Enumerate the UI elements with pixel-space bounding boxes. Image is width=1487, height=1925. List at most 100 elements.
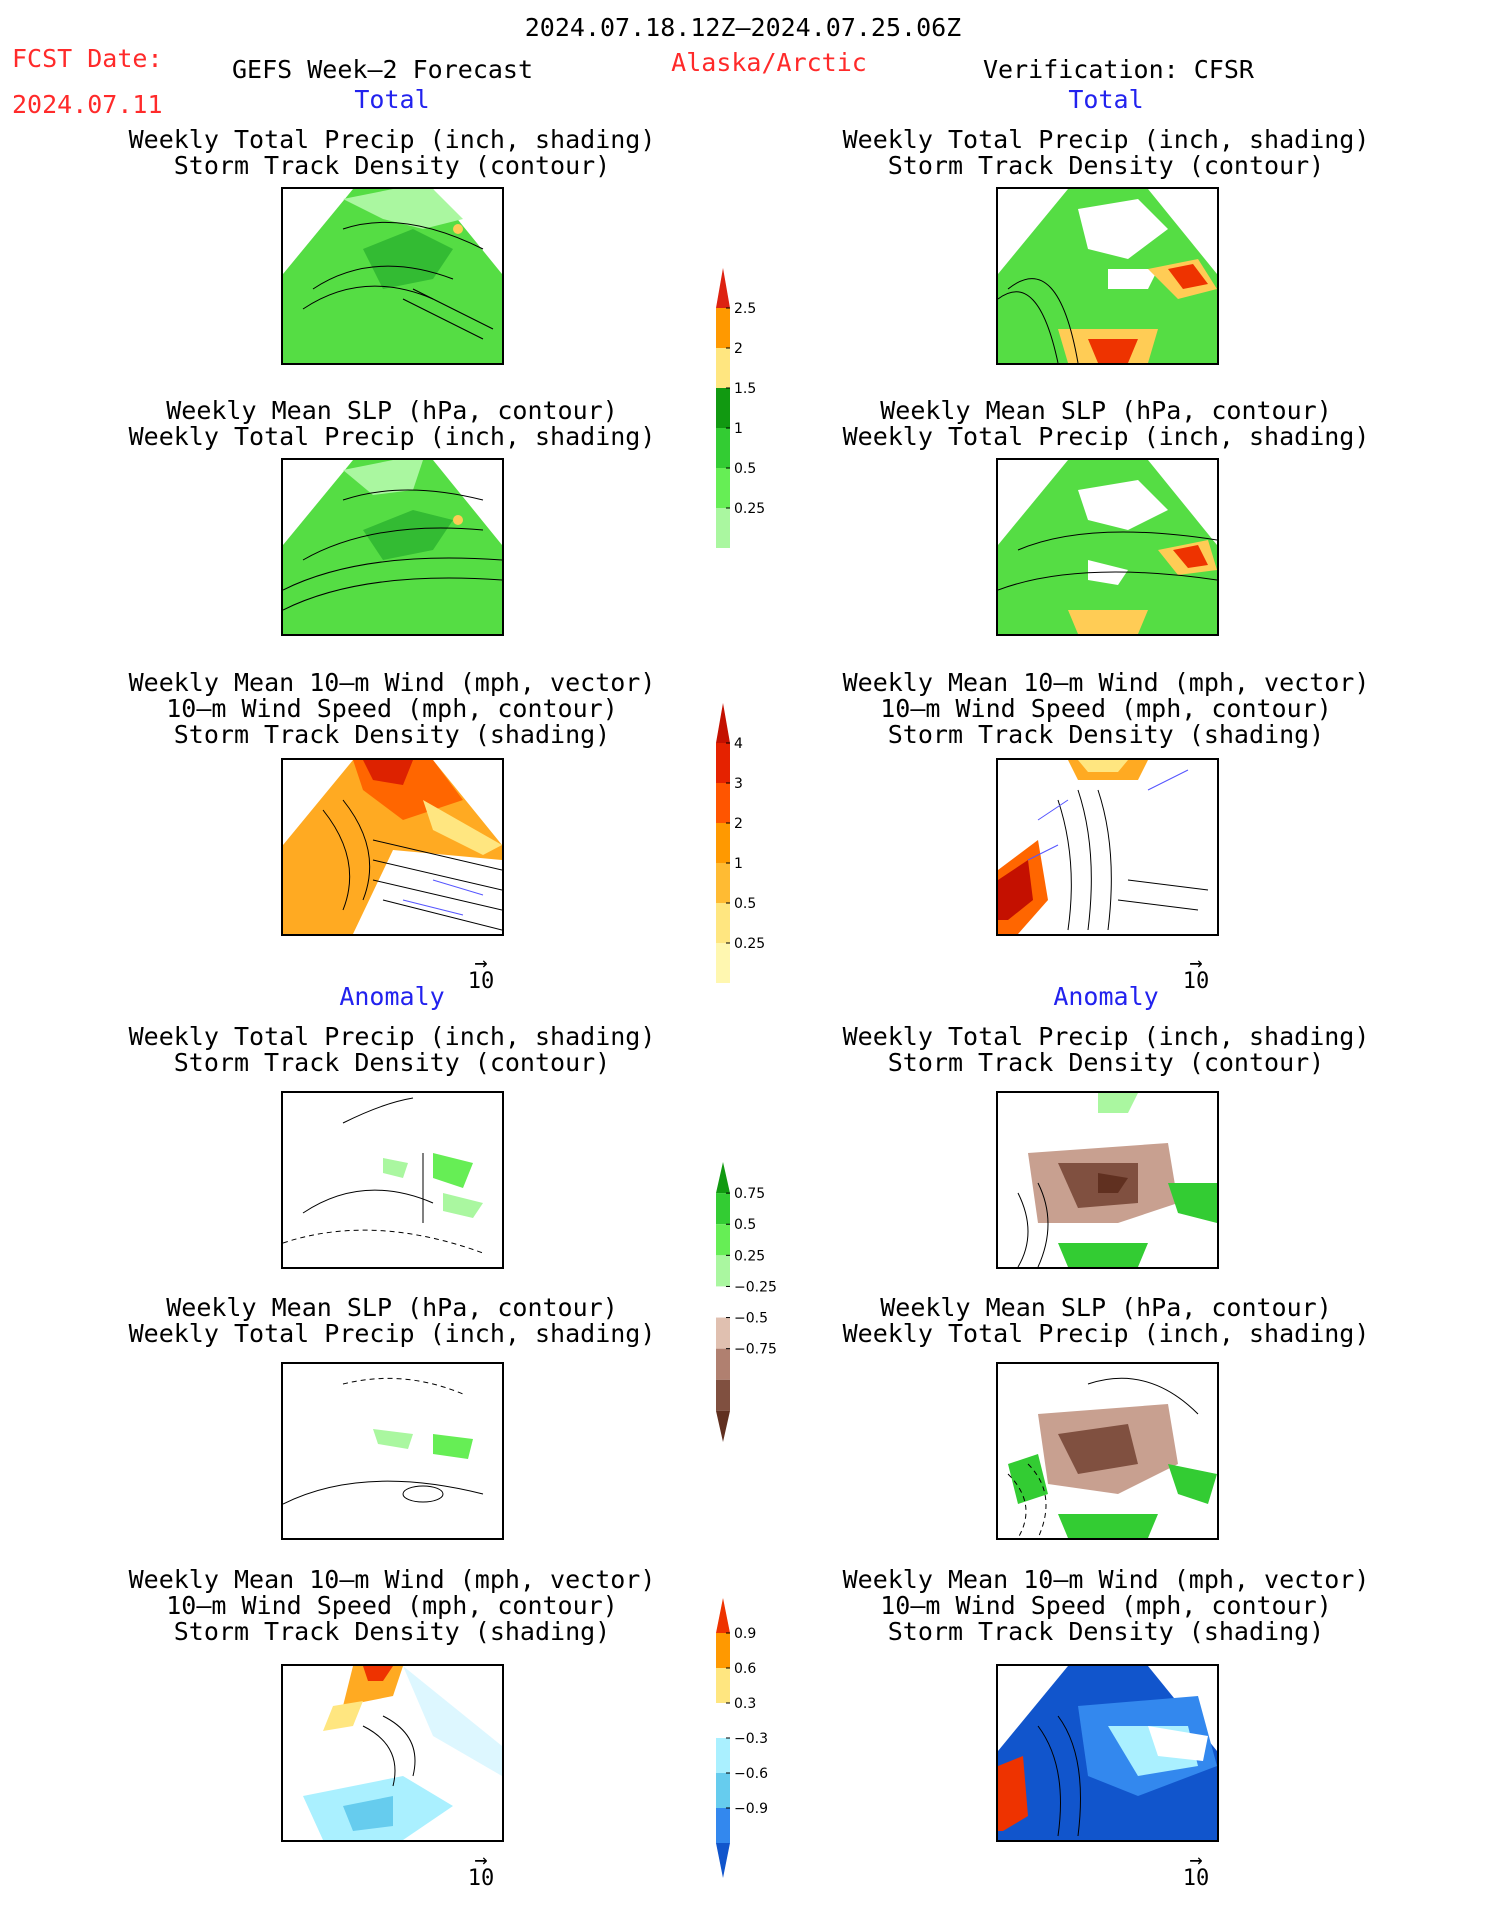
vector-ref-arrow-icon: → xyxy=(474,1848,488,1873)
section-anomaly-right: Anomaly xyxy=(1053,982,1159,1011)
vector-ref-arrow-icon: → xyxy=(474,951,488,976)
title-l5-a: Weekly Mean SLP (hPa, contour) xyxy=(166,1293,618,1322)
colorbar-tick-label: 0.3 xyxy=(734,1696,756,1712)
map-anom-wind-track-verif xyxy=(996,1664,1219,1842)
colorbar-tick-label: 3 xyxy=(734,776,743,792)
colorbar-track-total: 4 3 2 1 0.5 0.25 xyxy=(716,703,796,997)
colorbar-tick-label: 0.25 xyxy=(734,501,765,517)
region-title: Alaska/Arctic xyxy=(671,48,867,77)
colorbar-tick-label: −0.5 xyxy=(734,1311,768,1327)
colorbar-tick-label: 2 xyxy=(734,816,743,832)
title-l2-a: Weekly Mean SLP (hPa, contour) xyxy=(166,396,618,425)
map-total-wind-track-verif xyxy=(996,758,1219,936)
section-total-left: Total xyxy=(354,85,430,114)
colorbar-swatch xyxy=(716,783,730,823)
title-l6-c: Storm Track Density (shading) xyxy=(173,1617,611,1646)
colorbar-swatch xyxy=(716,1286,730,1318)
map-anom-wind-track-forecast xyxy=(281,1664,504,1842)
colorbar-swatch xyxy=(716,903,730,943)
colorbar-swatch xyxy=(716,1843,730,1878)
section-anomaly-left: Anomaly xyxy=(339,982,445,1011)
title-r4-b: Storm Track Density (contour) xyxy=(887,1048,1325,1077)
colorbar-swatch xyxy=(716,823,730,863)
colorbar-swatch xyxy=(716,428,730,468)
map-anom-slp-precip-verif xyxy=(996,1362,1219,1540)
colorbar-swatch xyxy=(716,1162,730,1194)
colorbar-swatch xyxy=(716,943,730,983)
map-anom-precip-track-forecast xyxy=(281,1091,504,1269)
title-l3-c: Storm Track Density (shading) xyxy=(173,720,611,749)
colorbar-tick-label: 0.5 xyxy=(734,896,756,912)
colorbar-swatch xyxy=(716,1668,730,1703)
title-r2-a: Weekly Mean SLP (hPa, contour) xyxy=(880,396,1332,425)
section-total-right: Total xyxy=(1068,85,1144,114)
colorbar-tick-label: −0.3 xyxy=(734,1731,768,1747)
map-anom-slp-precip-forecast xyxy=(281,1362,504,1540)
title-r1-a: Weekly Total Precip (inch, shading) xyxy=(842,125,1370,154)
title-l5-b: Weekly Total Precip (inch, shading) xyxy=(128,1319,656,1348)
map-anom-precip-track-verif xyxy=(996,1091,1219,1269)
colorbar-tick-label: 2 xyxy=(734,341,743,357)
valid-period: 2024.07.18.12Z–2024.07.25.06Z xyxy=(524,13,962,42)
colorbar-swatch xyxy=(716,308,730,348)
colorbar-swatch xyxy=(716,348,730,388)
vector-ref-l3: 10 xyxy=(467,969,495,994)
title-r3-b: 10–m Wind Speed (mph, contour) xyxy=(880,694,1332,723)
verification-title: Verification: CFSR xyxy=(983,55,1254,84)
colorbar-tick-label: 0.75 xyxy=(734,1186,765,1202)
colorbar-swatch xyxy=(716,268,730,308)
colorbar-swatch xyxy=(716,863,730,903)
colorbar-precip-total: 2.5 2 1.5 1 0.5 0.25 xyxy=(716,268,796,562)
colorbar-svg: 0.9 0.6 0.3 −0.3 −0.6 −0.9 xyxy=(716,1598,768,1878)
colorbar-swatch xyxy=(716,468,730,508)
colorbar-swatch xyxy=(716,1317,730,1349)
colorbar-svg: 4 3 2 1 0.5 0.25 xyxy=(716,703,765,983)
title-r1-b: Storm Track Density (contour) xyxy=(887,151,1325,180)
title-l4-b: Storm Track Density (contour) xyxy=(173,1048,611,1077)
map-total-slp-precip-forecast xyxy=(281,458,504,636)
title-r6-c: Storm Track Density (shading) xyxy=(887,1617,1325,1646)
colorbar-tick-label: 1 xyxy=(734,421,743,437)
colorbar-swatch xyxy=(716,703,730,743)
colorbar-swatch xyxy=(716,1808,730,1843)
title-l2-b: Weekly Total Precip (inch, shading) xyxy=(128,422,656,451)
vector-ref-l6: 10 xyxy=(467,1866,495,1891)
colorbar-tick-label: 4 xyxy=(734,736,743,752)
colorbar-tick-label: 0.5 xyxy=(734,461,756,477)
title-l6-b: 10–m Wind Speed (mph, contour) xyxy=(166,1591,618,1620)
colorbar-tick-label: 0.5 xyxy=(734,1217,756,1233)
colorbar-svg: 0.75 0.5 0.25 −0.25 −0.5 −0.75 xyxy=(716,1162,777,1442)
colorbar-track-anom: 0.9 0.6 0.3 −0.3 −0.6 −0.9 xyxy=(716,1598,796,1892)
map-total-precip-track-forecast xyxy=(281,187,504,365)
title-r6-a: Weekly Mean 10–m Wind (mph, vector) xyxy=(842,1565,1370,1594)
vector-ref-arrow-icon: → xyxy=(1189,951,1203,976)
title-r3-a: Weekly Mean 10–m Wind (mph, vector) xyxy=(842,668,1370,697)
title-r5-b: Weekly Total Precip (inch, shading) xyxy=(842,1319,1370,1348)
colorbar-swatch xyxy=(716,1348,730,1380)
colorbar-swatch xyxy=(716,1633,730,1668)
title-r5-a: Weekly Mean SLP (hPa, contour) xyxy=(880,1293,1332,1322)
fcst-date-value: 2024.07.11 xyxy=(12,90,163,119)
colorbar-swatch xyxy=(716,1703,730,1738)
title-l3-a: Weekly Mean 10–m Wind (mph, vector) xyxy=(128,668,656,697)
colorbar-tick-label: 0.9 xyxy=(734,1626,756,1642)
colorbar-precip-anom: 0.75 0.5 0.25 −0.25 −0.5 −0.75 xyxy=(716,1162,796,1456)
colorbar-swatch xyxy=(716,1224,730,1256)
colorbar-swatch xyxy=(716,1255,730,1287)
colorbar-swatch xyxy=(716,1773,730,1808)
colorbar-tick-label: 0.25 xyxy=(734,1248,765,1264)
colorbar-swatch xyxy=(716,743,730,783)
map-total-slp-precip-verif xyxy=(996,458,1219,636)
colorbar-swatch xyxy=(716,1410,730,1442)
colorbar-tick-label: −0.75 xyxy=(734,1342,777,1358)
colorbar-tick-label: −0.6 xyxy=(734,1766,768,1782)
title-l4-a: Weekly Total Precip (inch, shading) xyxy=(128,1022,656,1051)
vector-ref-r3: 10 xyxy=(1182,969,1210,994)
colorbar-swatch xyxy=(716,1598,730,1633)
vector-ref-r6: 10 xyxy=(1182,1866,1210,1891)
colorbar-tick-label: −0.9 xyxy=(734,1801,768,1817)
fcst-date-label: FCST Date: xyxy=(12,44,163,73)
colorbar-tick-label: 1 xyxy=(734,856,743,872)
title-l1-b: Storm Track Density (contour) xyxy=(173,151,611,180)
title-l3-b: 10–m Wind Speed (mph, contour) xyxy=(166,694,618,723)
